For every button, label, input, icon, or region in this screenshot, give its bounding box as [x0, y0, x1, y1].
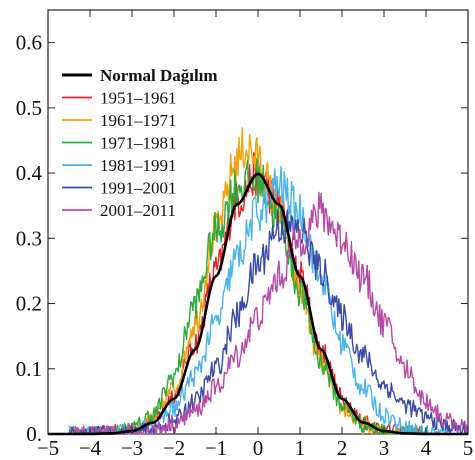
x-tick-label: −5	[37, 436, 59, 460]
legend-label: 1991–2001	[100, 179, 177, 198]
x-tick-label: 0	[253, 436, 264, 460]
legend-label: 1981–1991	[100, 156, 177, 175]
x-tick-label: −1	[205, 436, 227, 460]
legend: Normal Dağılım 1951–1961 1961–1971 1971–198…	[62, 66, 218, 220]
x-tick-label: 5	[463, 436, 474, 460]
x-tick-label: −4	[79, 436, 102, 460]
y-tick-label: 0.3	[16, 226, 42, 250]
series-line-1991-2001	[69, 209, 469, 435]
legend-label: 1951–1961	[100, 89, 177, 108]
series-line-1971-1981	[68, 157, 427, 435]
y-tick-label: 0.5	[16, 96, 42, 120]
legend-label: 1961–1971	[100, 111, 177, 130]
series-line-normal-da-l-m	[48, 172, 468, 436]
y-tick-label: 0.	[26, 422, 42, 446]
y-tick-label: 0.4	[16, 161, 43, 185]
series-line-2001-2011	[68, 191, 469, 435]
x-tick-label: 4	[421, 436, 432, 460]
x-tick-label: −2	[163, 436, 185, 460]
legend-label: 1971–1981	[100, 134, 177, 153]
x-tick-label: 3	[379, 436, 390, 460]
y-tick-label: 0.2	[16, 292, 42, 316]
x-tick-label: 2	[337, 436, 348, 460]
y-tick-label: 0.6	[16, 31, 42, 55]
axis-ticks: −5 −4 −3 −2 −1 0 1 2 3 4 5 0. 0.1 0.2 0.3 0.4 0.5 0.6	[16, 10, 474, 460]
legend-label: 2001–2011	[100, 201, 176, 220]
x-tick-label: −3	[121, 436, 143, 460]
legend-label: Normal Dağılım	[100, 66, 218, 85]
y-tick-label: 0.1	[16, 357, 42, 381]
x-tick-label: 1	[295, 436, 306, 460]
